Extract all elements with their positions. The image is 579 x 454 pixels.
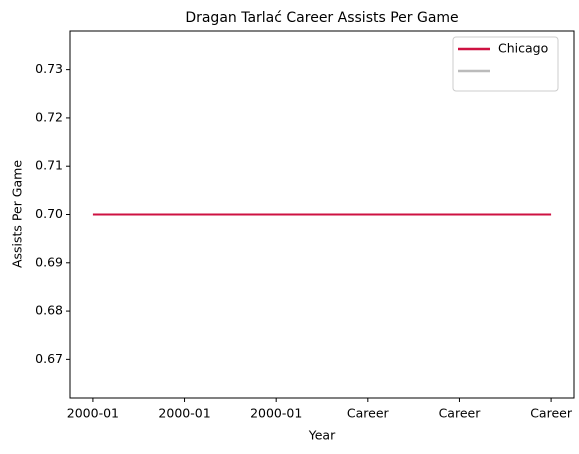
y-tick-label: 0.69 bbox=[35, 254, 63, 269]
x-axis-label: Year bbox=[308, 428, 336, 443]
chart-title: Dragan Tarlać Career Assists Per Game bbox=[185, 10, 458, 26]
legend-box bbox=[452, 36, 559, 92]
x-tick-label: 2000-01 bbox=[67, 406, 119, 421]
y-tick-label: 0.67 bbox=[35, 351, 63, 366]
x-tick-label: Career bbox=[530, 406, 573, 421]
y-tick-label: 0.73 bbox=[35, 61, 63, 76]
x-tick-label: Career bbox=[439, 406, 482, 421]
y-tick-label: 0.70 bbox=[35, 206, 63, 221]
legend-label: Chicago bbox=[498, 41, 548, 56]
y-axis-label: Assists Per Game bbox=[10, 160, 25, 268]
x-tick-label: Career bbox=[347, 406, 390, 421]
y-tick-label: 0.71 bbox=[35, 158, 63, 173]
x-tick-label: 2000-01 bbox=[250, 406, 302, 421]
y-tick-label: 0.72 bbox=[35, 109, 63, 124]
y-tick-label: 0.68 bbox=[35, 303, 63, 318]
x-tick-label: 2000-01 bbox=[158, 406, 210, 421]
